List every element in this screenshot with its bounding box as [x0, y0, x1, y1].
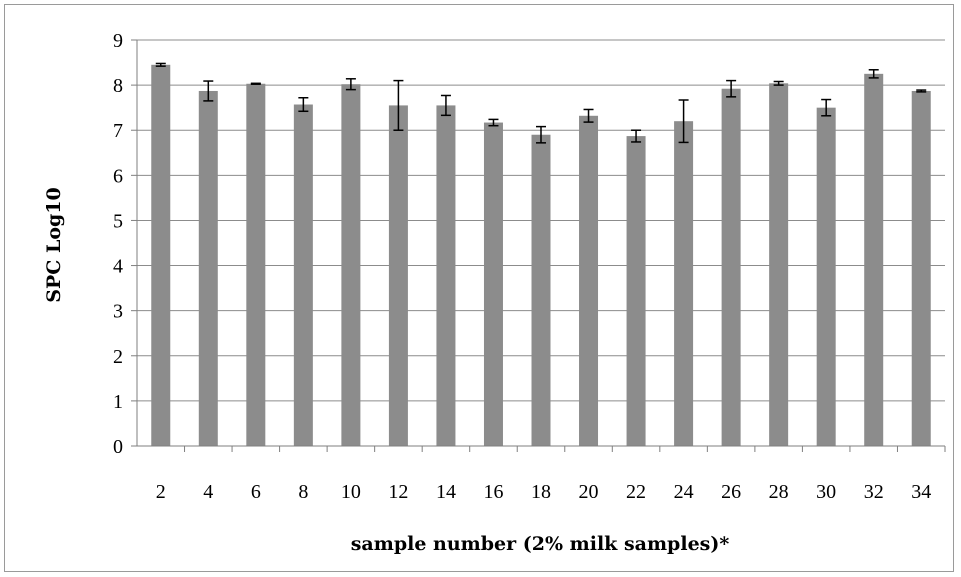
error-bar: [345, 78, 356, 91]
bar: [579, 115, 599, 446]
bar: [911, 90, 931, 446]
error-bar: [250, 82, 261, 85]
error-bar: [916, 89, 927, 93]
x-axis-title: sample number (2% milk samples)*: [351, 533, 730, 555]
error-bar: [440, 94, 451, 117]
y-tick-label: 0: [113, 436, 123, 458]
bar: [769, 83, 789, 446]
x-tick-label: 10: [341, 481, 361, 503]
error-bar: [203, 80, 214, 102]
error-bar: [631, 129, 642, 143]
x-tick-label: 6: [251, 481, 261, 503]
x-tick-label: 20: [579, 481, 599, 503]
y-tick-label: 6: [113, 165, 123, 187]
y-tick-label: 4: [113, 256, 123, 278]
bar: [626, 136, 646, 446]
x-tick-label: 16: [483, 481, 503, 503]
error-bar: [821, 98, 832, 117]
x-tick-label: 24: [674, 481, 694, 503]
x-tick-label: 4: [203, 481, 213, 503]
bar: [293, 104, 313, 447]
error-bar: [298, 96, 309, 113]
error-bar: [536, 125, 546, 144]
bar: [816, 107, 836, 447]
error-bar: [726, 79, 737, 98]
error-bars: [155, 62, 927, 144]
y-tick-label: 2: [113, 346, 123, 368]
error-bar: [488, 118, 499, 127]
error-bar: [583, 108, 594, 123]
error-bar: [678, 99, 689, 144]
x-tick-label: 18: [531, 481, 551, 503]
x-tick-label: 26: [721, 481, 741, 503]
bar: [436, 105, 456, 447]
y-tick-label: 1: [113, 391, 123, 413]
bar: [151, 64, 171, 447]
x-tick-label: 30: [816, 481, 836, 503]
y-tick-label: 3: [113, 301, 123, 323]
bar: [721, 88, 741, 446]
error-bar: [393, 79, 404, 131]
x-tick-label: 28: [769, 481, 789, 503]
y-tick-labels: 0 1 2 3 4 5 6 7 8 9: [113, 30, 123, 458]
y-tick-label: 5: [113, 210, 123, 232]
x-tick-label: 22: [626, 481, 646, 503]
y-axis-title: SPC Log10: [43, 187, 65, 303]
bar: [198, 90, 218, 446]
axes: [131, 39, 946, 452]
bar: [341, 84, 361, 446]
error-bar: [773, 80, 784, 86]
bar: [246, 83, 266, 446]
bars: [151, 64, 931, 447]
x-tick-label: 8: [298, 481, 308, 503]
x-tick-labels: 2 4 6 8 10 12 14 16 18 20 22 24 26 28 30 32 34: [156, 481, 931, 503]
bar: [483, 122, 503, 446]
x-tick-label: 2: [156, 481, 166, 503]
y-tick-label: 8: [113, 75, 123, 97]
y-tick-label: 7: [113, 120, 123, 142]
bar: [531, 134, 551, 446]
x-tick-label: 12: [388, 481, 408, 503]
error-bar: [868, 69, 879, 79]
error-bar: [155, 62, 166, 67]
x-tick-label: 34: [911, 481, 931, 503]
bar: [864, 73, 884, 446]
bar: [388, 105, 408, 447]
x-tick-label: 32: [864, 481, 884, 503]
x-tick-label: 14: [436, 481, 456, 503]
bar: [674, 121, 694, 446]
y-tick-label: 9: [113, 30, 123, 52]
